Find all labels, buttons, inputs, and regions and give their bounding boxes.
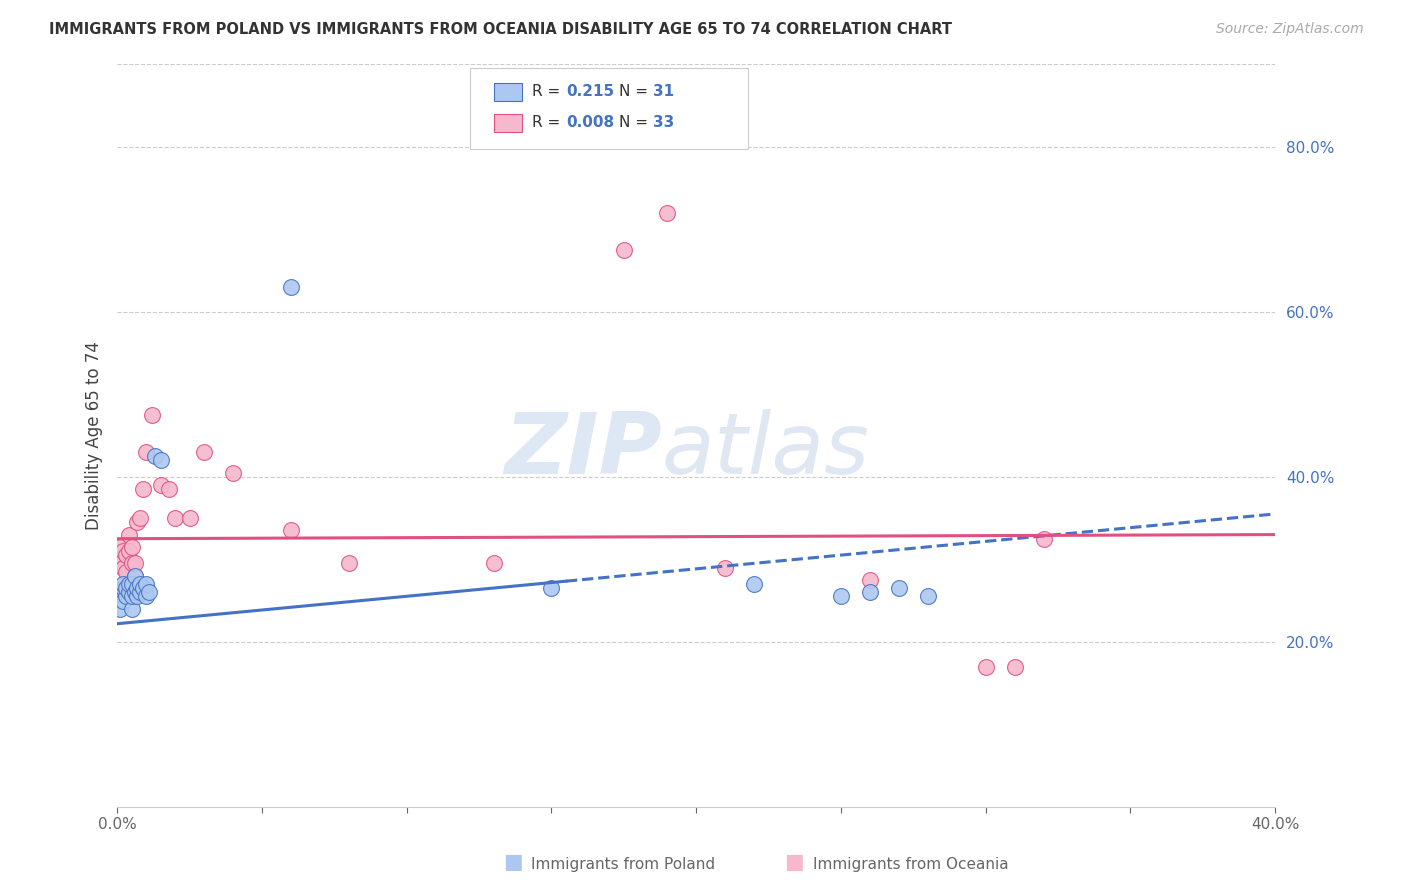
- Point: [124, 569, 146, 583]
- Text: atlas: atlas: [661, 409, 869, 491]
- Point: [482, 557, 505, 571]
- Point: [1032, 532, 1054, 546]
- Text: ■: ■: [503, 853, 523, 872]
- Y-axis label: Disability Age 65 to 74: Disability Age 65 to 74: [86, 341, 103, 530]
- Point: [127, 590, 149, 604]
- Point: [222, 466, 245, 480]
- Point: [111, 581, 134, 595]
- Point: [121, 590, 143, 604]
- Text: R =: R =: [531, 85, 565, 99]
- Point: [129, 577, 152, 591]
- Point: [115, 590, 138, 604]
- Point: [115, 548, 138, 562]
- Point: [143, 449, 166, 463]
- Point: [917, 590, 939, 604]
- Point: [974, 659, 997, 673]
- Point: [280, 524, 302, 538]
- Point: [118, 585, 141, 599]
- Point: [127, 581, 149, 595]
- Point: [613, 243, 636, 257]
- Point: [157, 482, 180, 496]
- Text: Immigrants from Poland: Immigrants from Poland: [531, 857, 716, 872]
- Point: [129, 585, 152, 599]
- Text: ■: ■: [785, 853, 804, 872]
- Point: [124, 557, 146, 571]
- Point: [135, 577, 157, 591]
- Point: [124, 569, 146, 583]
- Point: [108, 585, 131, 599]
- Point: [1004, 659, 1026, 673]
- Point: [129, 511, 152, 525]
- FancyBboxPatch shape: [471, 68, 748, 150]
- Point: [165, 511, 187, 525]
- Point: [193, 445, 215, 459]
- Point: [111, 544, 134, 558]
- Text: Immigrants from Oceania: Immigrants from Oceania: [813, 857, 1008, 872]
- Point: [111, 560, 134, 574]
- Point: [830, 590, 852, 604]
- Point: [657, 205, 679, 219]
- Point: [121, 577, 143, 591]
- Point: [859, 585, 882, 599]
- Point: [121, 557, 143, 571]
- Point: [108, 602, 131, 616]
- Point: [132, 482, 155, 496]
- Point: [280, 280, 302, 294]
- Point: [135, 445, 157, 459]
- Point: [742, 577, 765, 591]
- Text: IMMIGRANTS FROM POLAND VS IMMIGRANTS FROM OCEANIA DISABILITY AGE 65 TO 74 CORREL: IMMIGRANTS FROM POLAND VS IMMIGRANTS FRO…: [49, 22, 952, 37]
- Point: [135, 590, 157, 604]
- Point: [111, 577, 134, 591]
- Point: [127, 515, 149, 529]
- Text: 0.215: 0.215: [567, 85, 614, 99]
- Text: N =: N =: [619, 85, 652, 99]
- Text: R =: R =: [531, 115, 565, 130]
- Point: [149, 478, 172, 492]
- Point: [111, 593, 134, 607]
- Text: 0.008: 0.008: [567, 115, 614, 130]
- Point: [149, 453, 172, 467]
- Point: [124, 585, 146, 599]
- Point: [115, 565, 138, 579]
- Point: [108, 557, 131, 571]
- Point: [540, 581, 562, 595]
- FancyBboxPatch shape: [494, 83, 523, 101]
- Point: [859, 573, 882, 587]
- Point: [115, 581, 138, 595]
- Point: [118, 527, 141, 541]
- Point: [108, 540, 131, 554]
- Point: [714, 560, 737, 574]
- Point: [141, 408, 163, 422]
- FancyBboxPatch shape: [494, 114, 523, 132]
- Text: ZIP: ZIP: [503, 409, 661, 491]
- Point: [138, 585, 160, 599]
- Text: N =: N =: [619, 115, 652, 130]
- Text: 33: 33: [654, 115, 675, 130]
- Point: [179, 511, 201, 525]
- Text: 31: 31: [654, 85, 675, 99]
- Point: [887, 581, 910, 595]
- Point: [121, 540, 143, 554]
- Text: Source: ZipAtlas.com: Source: ZipAtlas.com: [1216, 22, 1364, 37]
- Point: [118, 577, 141, 591]
- Point: [337, 557, 360, 571]
- Point: [118, 544, 141, 558]
- Point: [121, 602, 143, 616]
- Point: [132, 581, 155, 595]
